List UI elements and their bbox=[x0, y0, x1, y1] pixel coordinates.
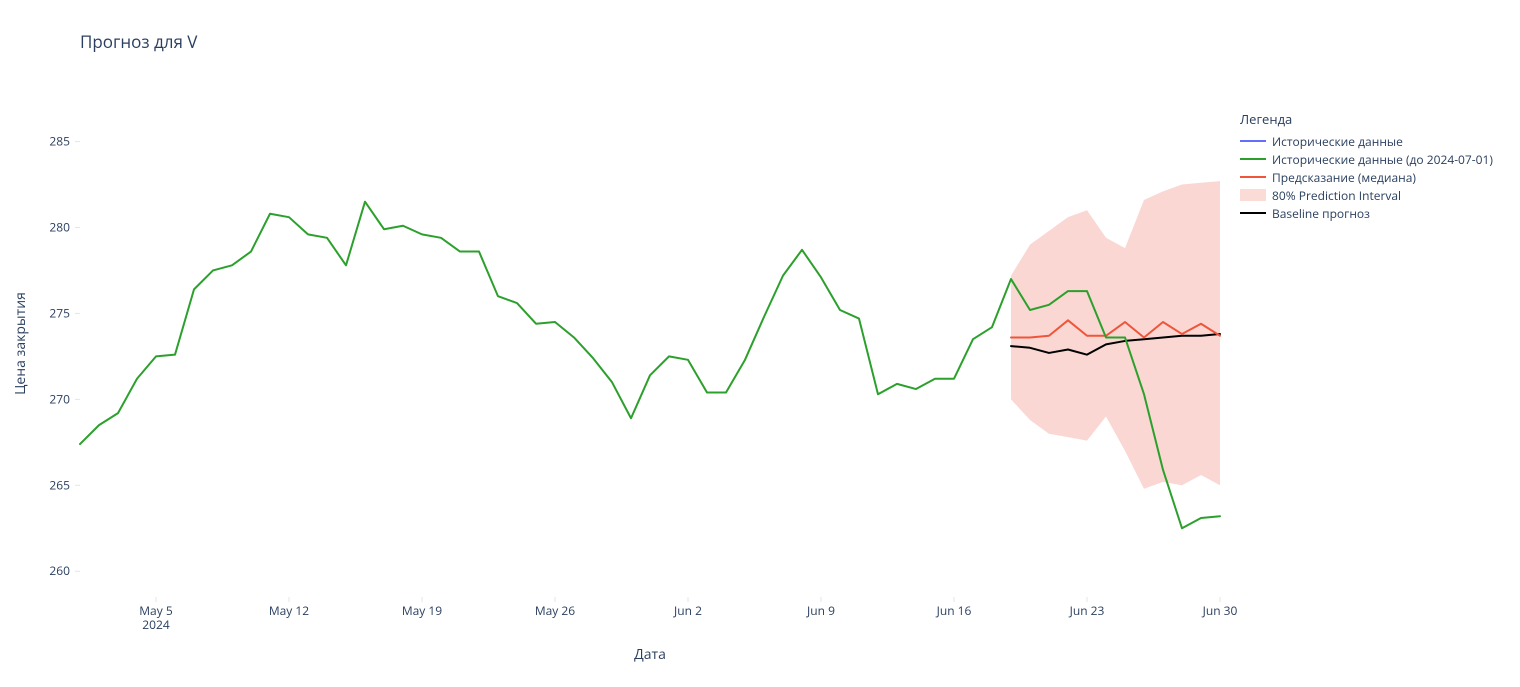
legend-swatch bbox=[1240, 135, 1266, 147]
legend-label: Предсказание (медиана) bbox=[1272, 169, 1416, 186]
y-tick-label: 260 bbox=[49, 562, 70, 579]
x-axis-label: Дата bbox=[634, 645, 666, 664]
y-tick-label: 265 bbox=[49, 476, 70, 493]
legend-label: 80% Prediction Interval bbox=[1272, 187, 1401, 204]
legend-swatch bbox=[1240, 207, 1266, 219]
plot-svg[interactable]: 260265270275280285May 52024May 12May 19M… bbox=[0, 0, 1520, 687]
legend-swatch bbox=[1240, 171, 1266, 183]
legend: Легенда Исторические данныеИсторические … bbox=[1240, 110, 1493, 222]
x-tick-sublabel: 2024 bbox=[142, 616, 170, 633]
x-tick-label: May 26 bbox=[535, 602, 575, 619]
legend-item[interactable]: Исторические данные (до 2024-07-01) bbox=[1240, 150, 1493, 168]
legend-label: Исторические данные (до 2024-07-01) bbox=[1272, 151, 1493, 168]
legend-title: Легенда bbox=[1240, 110, 1493, 128]
x-tick-label: Jun 9 bbox=[806, 602, 835, 619]
legend-label: Исторические данные bbox=[1272, 133, 1403, 150]
x-tick-label: May 12 bbox=[269, 602, 309, 619]
x-tick-label: Jun 2 bbox=[673, 602, 702, 619]
y-axis-label: Цена закрытия bbox=[11, 292, 30, 395]
legend-label: Baseline прогноз bbox=[1272, 205, 1370, 222]
x-tick-label: Jun 30 bbox=[1202, 602, 1238, 619]
legend-item[interactable]: Предсказание (медиана) bbox=[1240, 168, 1493, 186]
legend-item[interactable]: Baseline прогноз bbox=[1240, 204, 1493, 222]
legend-swatch bbox=[1240, 189, 1266, 201]
chart-container: Прогноз для V 260265270275280285May 5202… bbox=[0, 0, 1520, 687]
x-tick-label: Jun 23 bbox=[1069, 602, 1105, 619]
legend-swatch bbox=[1240, 153, 1266, 165]
y-tick-label: 280 bbox=[49, 218, 70, 235]
x-tick-label: Jun 16 bbox=[936, 602, 972, 619]
legend-item[interactable]: Исторические данные bbox=[1240, 132, 1493, 150]
y-tick-label: 275 bbox=[49, 304, 70, 321]
legend-item[interactable]: 80% Prediction Interval bbox=[1240, 186, 1493, 204]
y-tick-label: 285 bbox=[49, 133, 70, 150]
y-tick-label: 270 bbox=[49, 390, 70, 407]
legend-items: Исторические данныеИсторические данные (… bbox=[1240, 132, 1493, 222]
x-tick-label: May 19 bbox=[402, 602, 442, 619]
